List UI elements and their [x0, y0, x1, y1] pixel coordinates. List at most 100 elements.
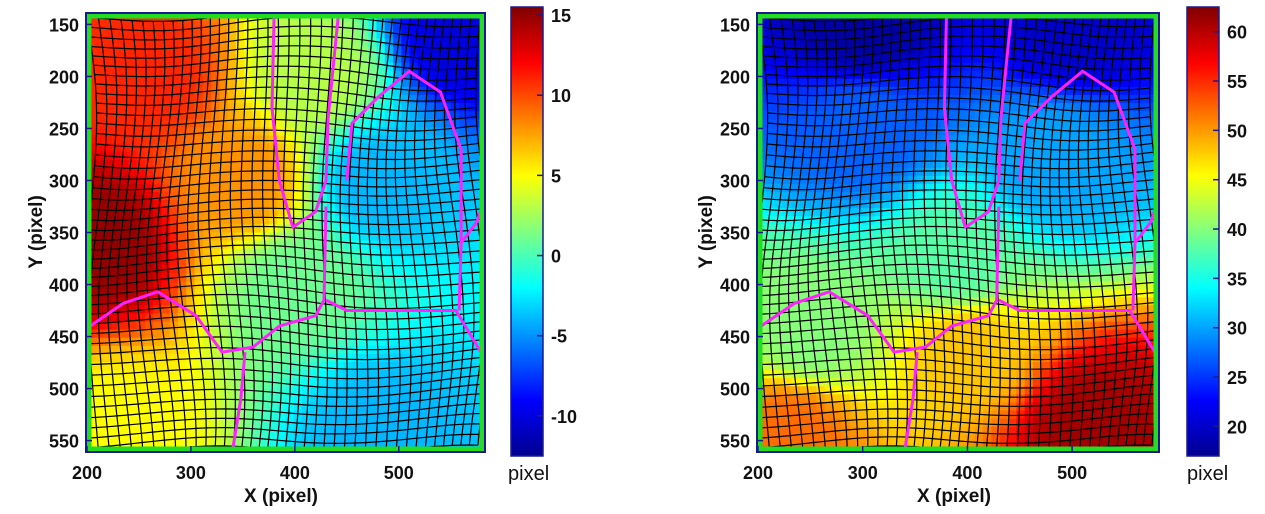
heatmap-cell [916, 361, 926, 371]
heatmap-cell [227, 370, 237, 379]
heatmap-cell [310, 46, 320, 56]
heatmap-cell [1074, 119, 1084, 128]
heatmap-cell [1083, 62, 1092, 72]
heatmap-cell [161, 305, 171, 315]
heatmap-cell [343, 386, 353, 395]
heatmap-cell [302, 370, 311, 379]
heatmap-cell [211, 119, 220, 128]
heatmap-cell [1016, 46, 1026, 56]
heatmap-cell [227, 70, 237, 80]
heatmap-cell [227, 192, 237, 201]
heatmap-cell [268, 272, 278, 282]
heatmap-cell [202, 370, 212, 379]
heatmap-cell [874, 329, 884, 339]
heatmap-cell [111, 418, 121, 428]
heatmap-cell [318, 329, 328, 339]
heatmap-cell [128, 264, 138, 274]
heatmap-cell [401, 345, 411, 355]
heatmap-cell [442, 434, 452, 444]
heatmap-cell [874, 386, 884, 395]
heatmap-cell [1024, 208, 1034, 217]
heatmap-cell [849, 361, 859, 371]
heatmap-cell [808, 30, 817, 39]
heatmap-cell [924, 289, 934, 298]
heatmap-cell [252, 103, 262, 112]
heatmap-cell [343, 370, 353, 379]
heatmap-cell [824, 329, 834, 339]
heatmap-cell [318, 78, 328, 88]
heatmap-cell [949, 192, 959, 201]
heatmap-cell [144, 313, 154, 323]
heatmap-cell [359, 321, 369, 331]
heatmap-cell [891, 313, 901, 323]
heatmap-cell [161, 78, 171, 88]
heatmap-cell [186, 370, 196, 379]
heatmap-cell [252, 78, 262, 88]
heatmap-cell [169, 135, 179, 145]
heatmap-cell [949, 46, 959, 56]
heatmap-cell [186, 86, 196, 96]
heatmap-cell [1008, 135, 1017, 145]
heatmap-cell [459, 62, 469, 72]
heatmap-cell [153, 119, 163, 128]
heatmap-cell [1033, 361, 1042, 371]
heatmap-cell [858, 192, 867, 201]
heatmap-cell [177, 167, 187, 177]
heatmap-cell [293, 111, 303, 120]
heatmap-cell [774, 22, 784, 31]
heatmap-cell [991, 94, 1001, 104]
heatmap-cell [774, 232, 784, 242]
heatmap-cell [194, 434, 204, 444]
heatmap-cell [227, 329, 237, 339]
heatmap-cell [941, 272, 951, 282]
heatmap-cell [211, 272, 220, 282]
heatmap-cell [1008, 103, 1017, 112]
heatmap-cell [401, 378, 411, 387]
heatmap-cell [908, 426, 917, 436]
heatmap-cell [858, 22, 867, 31]
heatmap-cell [1074, 321, 1084, 331]
heatmap-cell [95, 394, 105, 404]
heatmap-cell [144, 103, 154, 112]
heatmap-cell [916, 256, 926, 266]
heatmap-cell [1074, 386, 1084, 395]
heatmap-cell [816, 410, 826, 420]
heatmap-cell [983, 70, 992, 80]
heatmap-cell [169, 216, 179, 225]
heatmap-cell [252, 289, 262, 298]
heatmap-cell [186, 434, 196, 444]
heatmap-cell [908, 361, 917, 371]
heatmap-cell [916, 410, 926, 420]
heatmap-cell [426, 94, 435, 104]
heatmap-cell [841, 361, 851, 371]
heatmap-cell [791, 200, 801, 209]
heatmap-cell [883, 119, 892, 128]
heatmap-cell [933, 394, 942, 404]
heatmap-cell [252, 46, 262, 56]
heatmap-cell [933, 30, 942, 39]
heatmap-cell [824, 94, 834, 104]
left-colorbar [510, 6, 544, 457]
heatmap-cell [1024, 272, 1034, 282]
heatmap-cell [177, 370, 187, 379]
heatmap-cell [1024, 167, 1034, 177]
heatmap-cell [1083, 329, 1092, 339]
heatmap-cell [111, 313, 121, 323]
heatmap-cell [1033, 78, 1042, 88]
heatmap-cell [434, 378, 444, 387]
heatmap-cell [1008, 378, 1017, 387]
heatmap-cell [1083, 127, 1092, 136]
heatmap-cell [442, 232, 452, 242]
x-tick-label: 400 [280, 463, 310, 483]
heatmap-cell [335, 272, 344, 282]
heatmap-cell [958, 54, 967, 64]
heatmap-cell [958, 159, 967, 169]
heatmap-cell [268, 297, 278, 306]
heatmap-cell [434, 289, 444, 298]
heatmap-cell [841, 410, 851, 420]
heatmap-cell [401, 94, 411, 104]
heatmap-cell [161, 329, 171, 339]
heatmap-cell [916, 111, 926, 120]
heatmap-cell [359, 94, 369, 104]
heatmap-cell [169, 22, 179, 31]
